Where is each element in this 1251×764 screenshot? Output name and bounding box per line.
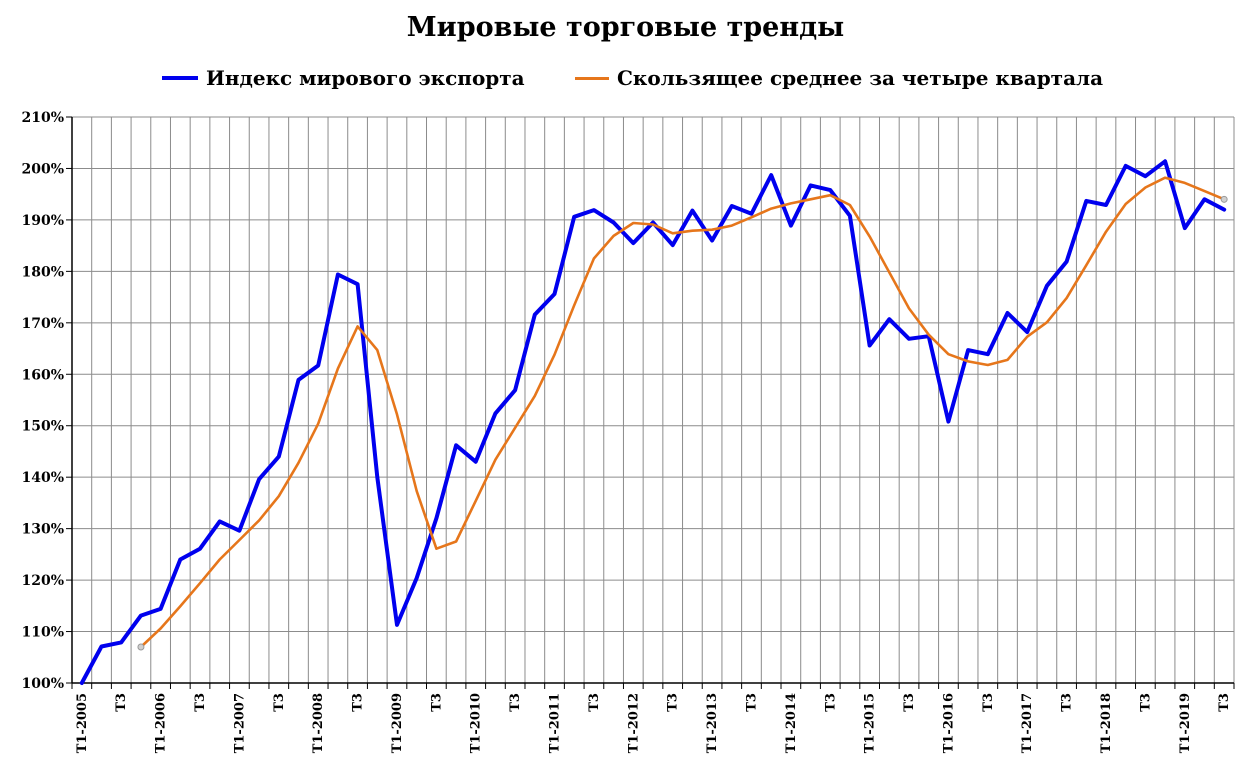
legend-item-world-export-index: Индекс мирового экспорта xyxy=(162,66,525,90)
x-tick-label: Т3 xyxy=(666,693,681,712)
y-tick-label: 180% xyxy=(21,264,64,280)
x-tick-label: Т3 xyxy=(1060,693,1075,712)
y-tick-label: 170% xyxy=(21,316,64,332)
chart-legend: Индекс мирового экспорта Скользящее сред… xyxy=(0,66,1251,96)
series-line-world-export-index xyxy=(79,159,1227,685)
x-tick-label: Т1-2014 xyxy=(784,693,799,753)
x-tick-label: Т3 xyxy=(981,693,996,712)
y-tick-label: 200% xyxy=(21,161,64,177)
x-tick-label: Т1-2005 xyxy=(75,693,90,753)
legend-label-world-export-index: Индекс мирового экспорта xyxy=(206,66,525,90)
x-tick-label: Т3 xyxy=(587,693,602,712)
x-tick-label: Т1-2013 xyxy=(705,693,720,753)
x-tick-label: Т1-2015 xyxy=(863,693,878,753)
y-tick-label: 150% xyxy=(21,419,64,435)
x-tick-label: Т1-2012 xyxy=(626,693,641,753)
x-tick-label: Т1-2019 xyxy=(1178,693,1193,753)
legend-label-moving-average: Скользящее среднее за четыре квартала xyxy=(617,66,1104,90)
y-tick-label: 140% xyxy=(21,470,64,486)
x-tick-label: Т3 xyxy=(272,693,287,712)
y-tick-label: 160% xyxy=(21,367,64,383)
x-tick-label: Т3 xyxy=(744,693,759,712)
series-line-moving-average xyxy=(139,176,1226,649)
y-tick-label: 100% xyxy=(21,676,64,692)
y-tick-label: 190% xyxy=(21,213,64,229)
x-tick-label: Т3 xyxy=(429,693,444,712)
x-tick-label: Т3 xyxy=(1217,693,1232,712)
y-tick-label: 110% xyxy=(21,625,64,641)
x-tick-label: Т1-2018 xyxy=(1099,693,1114,753)
legend-swatch-blue xyxy=(162,76,198,80)
series-endpoint-marker xyxy=(1220,195,1228,203)
plot-area xyxy=(72,117,1234,683)
x-tick-label: Т1-2006 xyxy=(154,693,169,753)
x-tick-label: Т1-2007 xyxy=(232,693,247,753)
x-tick-label: Т3 xyxy=(114,693,129,712)
x-tick-label: Т1-2009 xyxy=(390,693,405,753)
x-tick-label: Т3 xyxy=(193,693,208,712)
series-endpoint-marker xyxy=(137,643,145,651)
x-tick-label: Т1-2011 xyxy=(548,693,563,753)
x-tick-label: Т3 xyxy=(823,693,838,712)
x-tick-label: Т1-2010 xyxy=(469,693,484,753)
legend-swatch-orange xyxy=(575,76,609,80)
chart-title: Мировые торговые тренды xyxy=(406,12,845,43)
y-tick-label: 210% xyxy=(21,110,64,126)
x-tick-label: Т1-2008 xyxy=(311,693,326,753)
legend-item-moving-average: Скользящее среднее за четыре квартала xyxy=(575,66,1103,90)
x-tick-label: Т3 xyxy=(902,693,917,712)
x-tick-label: Т3 xyxy=(1138,693,1153,712)
x-tick-label: Т3 xyxy=(508,693,523,712)
y-tick-label: 130% xyxy=(21,522,64,538)
y-tick-label: 120% xyxy=(21,573,64,589)
x-tick-label: Т1-2017 xyxy=(1020,693,1035,753)
x-tick-label: Т3 xyxy=(351,693,366,712)
x-tick-label: Т1-2016 xyxy=(941,693,956,753)
